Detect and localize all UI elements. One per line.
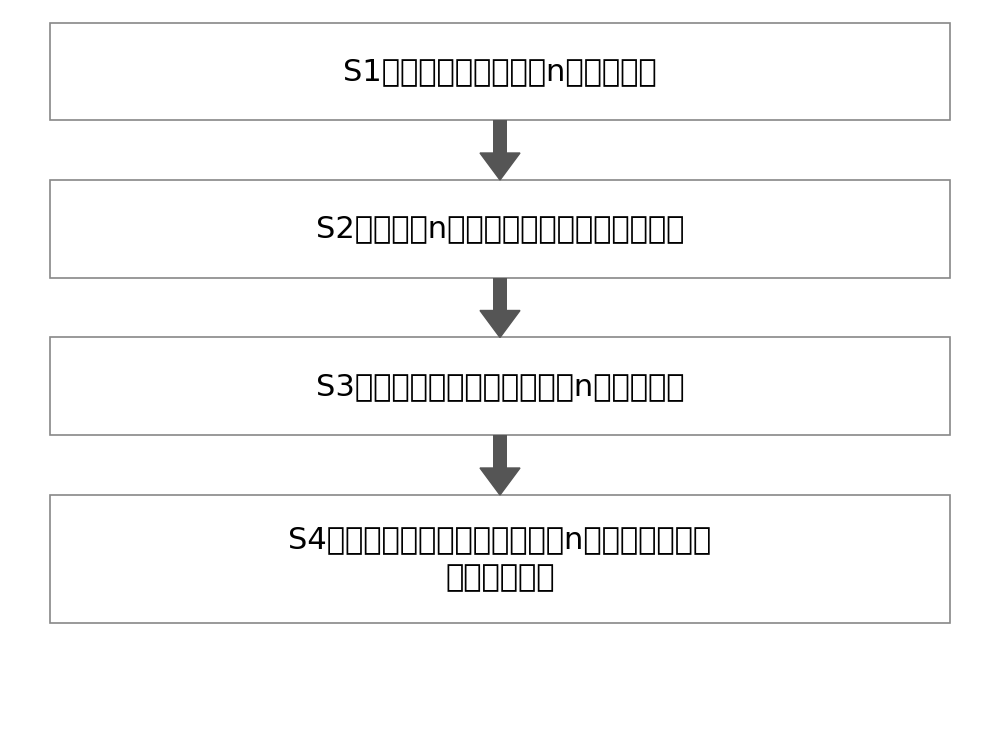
FancyBboxPatch shape <box>50 180 950 278</box>
Polygon shape <box>480 310 520 338</box>
FancyBboxPatch shape <box>492 278 507 310</box>
FancyBboxPatch shape <box>50 22 950 120</box>
FancyBboxPatch shape <box>492 435 507 468</box>
Polygon shape <box>480 468 520 495</box>
FancyBboxPatch shape <box>50 338 950 435</box>
Text: S4、化学腐蚀多量子阱层及第二n型氮化镓层，得
到量子点结构: S4、化学腐蚀多量子阱层及第二n型氮化镓层，得 到量子点结构 <box>288 525 712 592</box>
FancyBboxPatch shape <box>50 495 950 622</box>
Text: S3、在多量子阱层上生长第二n型氮化镓层: S3、在多量子阱层上生长第二n型氮化镓层 <box>316 372 684 400</box>
Text: S2、在第一n型氮化镓层上生长多量子阱层: S2、在第一n型氮化镓层上生长多量子阱层 <box>316 214 684 243</box>
FancyBboxPatch shape <box>492 120 507 153</box>
Text: S1、在衬底上生长第一n型氮化镓层: S1、在衬底上生长第一n型氮化镓层 <box>343 57 657 86</box>
Polygon shape <box>480 153 520 180</box>
